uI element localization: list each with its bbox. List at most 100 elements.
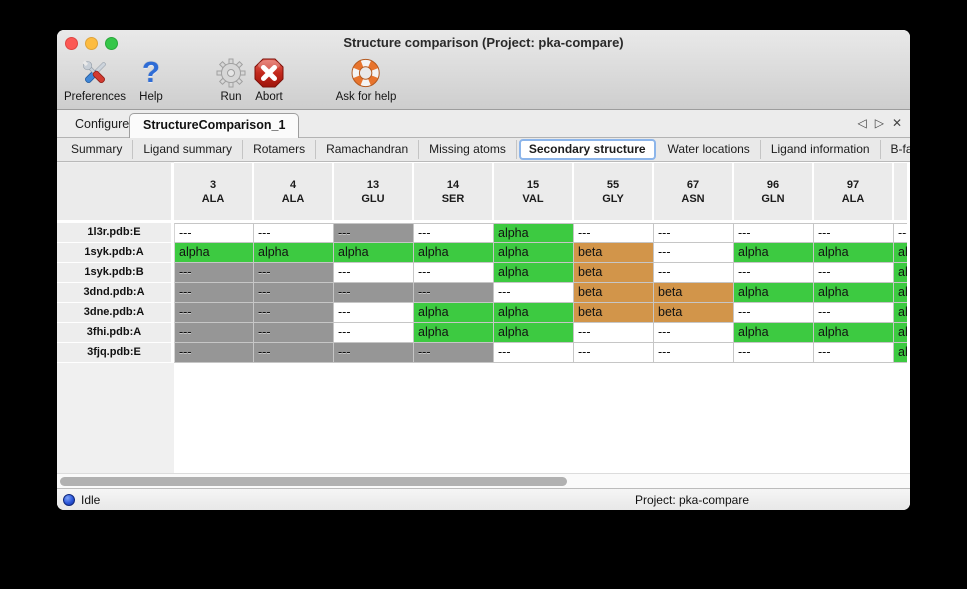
table-cell[interactable]: alpha	[734, 283, 814, 303]
table-cell[interactable]: ---	[334, 303, 414, 323]
row-label[interactable]: 3fhi.pdb:A	[57, 323, 174, 343]
tab-configure[interactable]: Configure	[75, 117, 130, 131]
title-bar[interactable]: Structure comparison (Project: pka-compa…	[57, 30, 910, 55]
table-cell[interactable]: alpha	[814, 243, 894, 263]
table-cell[interactable]: alpha	[494, 223, 574, 243]
table-cell[interactable]: ---	[174, 303, 254, 323]
row-label[interactable]: 3fjq.pdb:E	[57, 343, 174, 363]
table-cell[interactable]: ---	[734, 343, 814, 363]
row-label[interactable]: 1syk.pdb:A	[57, 243, 174, 263]
table-cell[interactable]: ---	[654, 343, 734, 363]
table-cell[interactable]: ---	[654, 243, 734, 263]
horizontal-scrollbar-thumb[interactable]	[60, 477, 567, 486]
table-cell[interactable]: alpha	[894, 323, 907, 343]
ask-for-help-button[interactable]: Ask for help	[336, 56, 396, 103]
table-cell[interactable]: ---	[254, 323, 334, 343]
table-cell[interactable]: alpha	[894, 283, 907, 303]
table-cell[interactable]: alpha	[494, 323, 574, 343]
table-cell[interactable]: ---	[254, 223, 334, 243]
table-cell[interactable]: ---	[334, 343, 414, 363]
table-cell[interactable]: ---	[814, 343, 894, 363]
tab-water-locations[interactable]: Water locations	[658, 140, 761, 159]
table-cell[interactable]: ---	[894, 223, 907, 243]
table-cell[interactable]: ---	[174, 223, 254, 243]
help-button[interactable]: ? Help	[134, 56, 168, 103]
table-cell[interactable]: ---	[254, 283, 334, 303]
table-cell[interactable]: alpha	[894, 303, 907, 323]
table-cell[interactable]: alpha	[814, 283, 894, 303]
table-cell[interactable]: ---	[574, 343, 654, 363]
table-cell[interactable]: ---	[654, 323, 734, 343]
row-label[interactable]: 3dne.pdb:A	[57, 303, 174, 323]
horizontal-scrollbar[interactable]	[57, 473, 910, 488]
table-cell[interactable]: ---	[814, 303, 894, 323]
table-cell[interactable]: ---	[254, 263, 334, 283]
tab-ligand-information[interactable]: Ligand information	[761, 140, 881, 159]
tab-missing-atoms[interactable]: Missing atoms	[419, 140, 517, 159]
table-cell[interactable]: ---	[174, 263, 254, 283]
tab-ramachandran[interactable]: Ramachandran	[316, 140, 420, 159]
table-cell[interactable]: alpha	[894, 243, 907, 263]
row-label[interactable]: 1syk.pdb:B	[57, 263, 174, 283]
row-label[interactable]: 3dnd.pdb:A	[57, 283, 174, 303]
table-cell[interactable]: beta	[574, 283, 654, 303]
table-cell[interactable]: ---	[334, 283, 414, 303]
tab-scroll-left-icon[interactable]: ◁	[857, 116, 867, 130]
table-cell[interactable]: beta	[654, 283, 734, 303]
tab-structurecomparison-1[interactable]: StructureComparison_1	[129, 113, 300, 138]
table-cell[interactable]: ---	[334, 263, 414, 283]
tab-scroll-right-icon[interactable]: ▷	[874, 116, 884, 130]
table-cell[interactable]: alpha	[814, 323, 894, 343]
table-cell[interactable]: alpha	[414, 323, 494, 343]
tab-summary[interactable]: Summary	[61, 140, 134, 159]
table-cell[interactable]: ---	[334, 323, 414, 343]
table-cell[interactable]: ---	[654, 223, 734, 243]
table-cell[interactable]: ---	[414, 223, 494, 243]
table-cell[interactable]: alpha	[894, 343, 907, 363]
table-cell[interactable]: alpha	[254, 243, 334, 263]
table-cell[interactable]: alpha	[174, 243, 254, 263]
table-cell[interactable]: ---	[414, 343, 494, 363]
table-cell[interactable]: ---	[334, 223, 414, 243]
table-cell[interactable]: ---	[254, 303, 334, 323]
table-cell[interactable]: alpha	[334, 243, 414, 263]
tab-close-icon[interactable]: ✕	[891, 116, 902, 130]
table-cell[interactable]: ---	[734, 223, 814, 243]
table-cell[interactable]: ---	[494, 343, 574, 363]
table-cell[interactable]: alpha	[494, 303, 574, 323]
tab-ligand-summary[interactable]: Ligand summary	[133, 140, 244, 159]
table-cell[interactable]: ---	[734, 303, 814, 323]
table-cell[interactable]: beta	[574, 263, 654, 283]
table-cell[interactable]: beta	[574, 243, 654, 263]
table-cell[interactable]: ---	[574, 323, 654, 343]
table-cell[interactable]: ---	[814, 223, 894, 243]
table-cell[interactable]: alpha	[734, 243, 814, 263]
table-cell[interactable]: ---	[814, 263, 894, 283]
table-cell[interactable]: alpha	[494, 263, 574, 283]
table-cell[interactable]: ---	[734, 263, 814, 283]
table-cell[interactable]: alpha	[414, 243, 494, 263]
table-cell[interactable]: ---	[414, 283, 494, 303]
table-cell[interactable]: beta	[654, 303, 734, 323]
table-cell[interactable]: ---	[174, 343, 254, 363]
table-cell[interactable]: ---	[654, 263, 734, 283]
table-cell[interactable]: ---	[254, 343, 334, 363]
table-cell[interactable]: beta	[574, 303, 654, 323]
table-cell[interactable]: ---	[174, 283, 254, 303]
tab-rotamers[interactable]: Rotamers	[243, 140, 317, 159]
close-window-button[interactable]	[65, 37, 78, 50]
table-cell[interactable]: alpha	[494, 243, 574, 263]
zoom-window-button[interactable]	[105, 37, 118, 50]
table-cell[interactable]: alpha	[894, 263, 907, 283]
tab-b-factors[interactable]: B-factors	[881, 140, 910, 159]
table-cell[interactable]: alpha	[734, 323, 814, 343]
table-cell[interactable]: alpha	[414, 303, 494, 323]
table-cell[interactable]: ---	[494, 283, 574, 303]
row-label[interactable]: 1l3r.pdb:E	[57, 223, 174, 243]
table-cell[interactable]: ---	[174, 323, 254, 343]
minimize-window-button[interactable]	[85, 37, 98, 50]
table-cell[interactable]: ---	[574, 223, 654, 243]
run-button[interactable]: Run	[214, 56, 248, 103]
preferences-button[interactable]: Preferences	[64, 56, 126, 103]
tab-secondary-structure[interactable]: Secondary structure	[518, 139, 656, 160]
